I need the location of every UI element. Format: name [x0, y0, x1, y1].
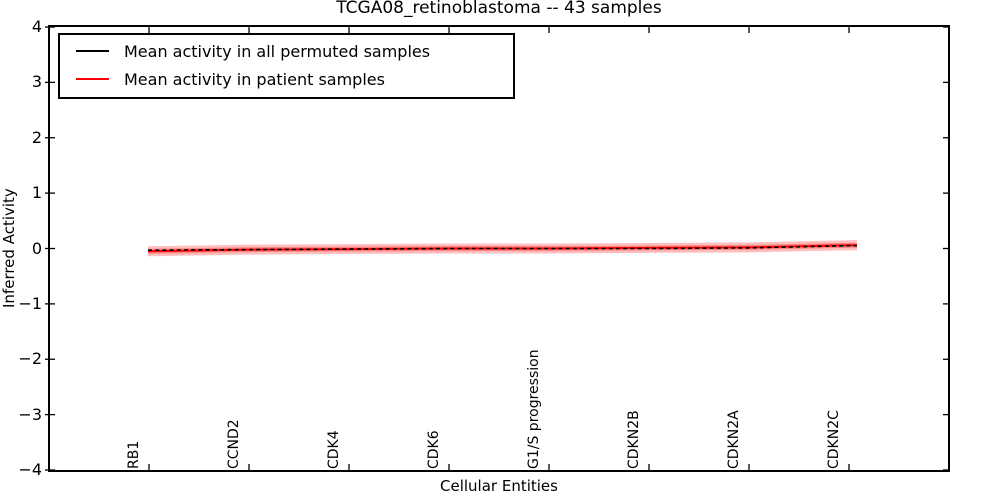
y-tick-label: −2 — [18, 349, 42, 369]
y-tick-label: 4 — [31, 17, 42, 36]
x-tick-label: CDKN2C — [826, 410, 842, 469]
legend-label-patient: Mean activity in patient samples — [124, 69, 385, 89]
y-tick-label: 3 — [31, 72, 42, 92]
x-axis-label: Cellular Entities — [440, 477, 558, 495]
legend-line-red-icon — [76, 78, 109, 80]
y-tick-label: −4 — [18, 460, 42, 479]
y-tick-label: −1 — [18, 293, 42, 313]
y-tick-label: 1 — [31, 183, 42, 203]
x-tick-label: RB1 — [126, 440, 142, 469]
y-tick-label: 0 — [31, 238, 42, 258]
legend-item-permuted: Mean activity in all permuted samples — [60, 37, 513, 65]
x-tick-label: G1/S progression — [526, 349, 542, 469]
x-tick-label: CCND2 — [226, 419, 242, 469]
x-tick-label: CDKN2B — [626, 410, 642, 469]
legend-item-patient: Mean activity in patient samples — [60, 65, 513, 93]
y-tick-label: 2 — [31, 127, 42, 147]
x-tick-label: CDK4 — [326, 430, 342, 469]
x-tick-label: CDKN2A — [726, 410, 742, 469]
chart-title: TCGA08_retinoblastoma -- 43 samples — [336, 0, 662, 18]
legend-line-black-icon — [76, 50, 109, 52]
plot-area: RB1 CCND2 CDK4 CDK6 G1/S progression CDKN2B CD… — [45, 25, 950, 472]
legend: Mean activity in all permuted samples Me… — [58, 33, 515, 99]
legend-label-permuted: Mean activity in all permuted samples — [124, 41, 431, 61]
x-tick-label: CDK6 — [426, 430, 442, 469]
y-tick-label: −3 — [18, 404, 42, 424]
chart-canvas — [45, 26, 948, 471]
